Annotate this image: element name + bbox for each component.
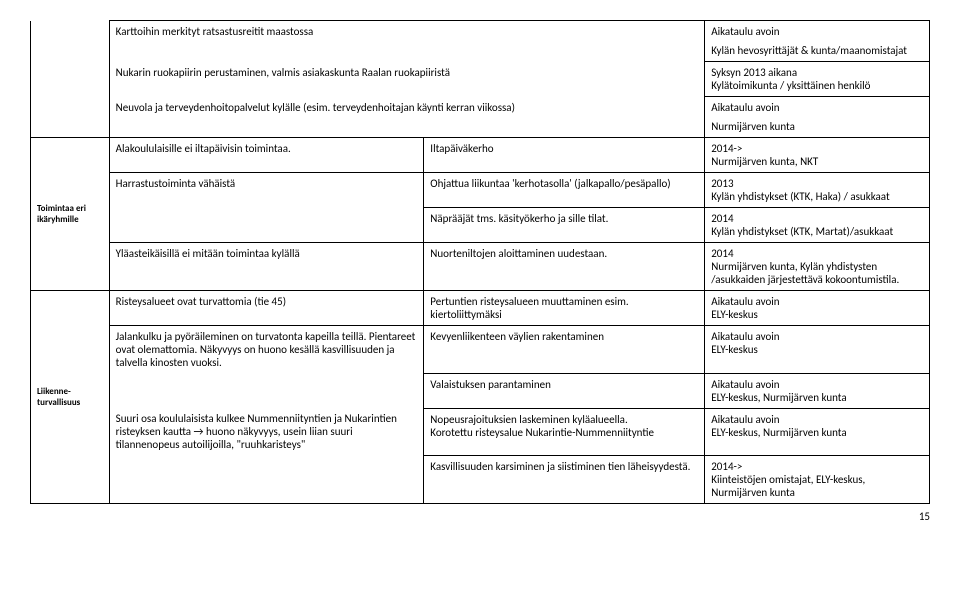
page-number: 15 <box>30 510 930 523</box>
cell <box>109 373 424 408</box>
cell: Suuri osa koululaisista kulkee Nummennii… <box>109 408 424 455</box>
plan-table: Karttoihin merkityt ratsastusreitit maas… <box>30 20 930 504</box>
table-row: Liikenne-turvallisuus Risteysalueet ovat… <box>31 291 930 326</box>
table-row: Karttoihin merkityt ratsastusreitit maas… <box>31 21 930 62</box>
cell: Karttoihin merkityt ratsastusreitit maas… <box>109 21 705 62</box>
cell: Neuvola ja terveydenhoitopalvelut kyläll… <box>109 97 705 138</box>
table-row: Toimintaa eri ikäryhmille Alakoululaisil… <box>31 138 930 173</box>
cell-text: Nurmijärven kunta <box>711 120 923 133</box>
cell: Nukarin ruokapiirin perustaminen, valmis… <box>109 62 705 97</box>
cell: 2014 Kylän yhdistykset (KTK, Martat)/asu… <box>705 208 930 243</box>
table-row: Harrastustoiminta vähäistä Ohjattua liik… <box>31 173 930 208</box>
cell-text: Aikataulu avoin <box>711 25 923 38</box>
cell: Harrastustoiminta vähäistä <box>109 173 424 208</box>
cell: Kasvillisuuden karsiminen ja siistiminen… <box>424 455 705 503</box>
section-label-empty <box>31 21 110 62</box>
cell: Valaistuksen parantaminen <box>424 373 705 408</box>
table-row: Näprääjät tms. käsityökerho ja sille til… <box>31 208 930 243</box>
cell: 2014-> Nurmijärven kunta, NKT <box>705 138 930 173</box>
cell: Kevyenliikenteen väylien rakentaminen <box>424 326 705 374</box>
section-label-empty <box>31 97 110 138</box>
cell: Jalankulku ja pyöräileminen on turvatont… <box>109 326 424 374</box>
cell: Aikataulu avoin ELY-keskus <box>705 291 930 326</box>
cell: Syksyn 2013 aikana Kylätoimikunta / yksi… <box>705 62 930 97</box>
section-label-age-groups: Toimintaa eri ikäryhmille <box>31 138 110 291</box>
cell: Pertuntien risteysalueen muuttaminen esi… <box>424 291 705 326</box>
table-row: Kasvillisuuden karsiminen ja siistiminen… <box>31 455 930 503</box>
table-row: Suuri osa koululaisista kulkee Nummennii… <box>31 408 930 455</box>
cell: Aikataulu avoin ELY-keskus, Nurmijärven … <box>705 373 930 408</box>
cell: Alakoululaisille ei iltapäivisin toimint… <box>109 138 424 173</box>
cell: Aikataulu avoin ELY-keskus <box>705 326 930 374</box>
table-row: Neuvola ja terveydenhoitopalvelut kyläll… <box>31 97 930 138</box>
cell-text: Kylän hevosyrittäjät & kunta/maanomistaj… <box>711 44 923 57</box>
table-row: Jalankulku ja pyöräileminen on turvatont… <box>31 326 930 374</box>
cell: 2014 Nurmijärven kunta, Kylän yhdistyste… <box>705 243 930 291</box>
table-row: Valaistuksen parantaminen Aikataulu avoi… <box>31 373 930 408</box>
section-label-traffic-safety: Liikenne-turvallisuus <box>31 291 110 504</box>
cell: Risteysalueet ovat turvattomia (tie 45) <box>109 291 424 326</box>
table-row: Nukarin ruokapiirin perustaminen, valmis… <box>31 62 930 97</box>
cell: Ohjattua liikuntaa 'kerhotasolla' (jalka… <box>424 173 705 208</box>
cell <box>109 208 424 243</box>
cell: 2014-> Kiinteistöjen omistajat, ELY-kesk… <box>705 455 930 503</box>
cell: Aikataulu avoin ELY-keskus, Nurmijärven … <box>705 408 930 455</box>
cell: Iltapäiväkerho <box>424 138 705 173</box>
cell: Näprääjät tms. käsityökerho ja sille til… <box>424 208 705 243</box>
cell: Aikataulu avoin Nurmijärven kunta <box>705 97 930 138</box>
cell: Nopeusrajoituksien laskeminen kyläalueel… <box>424 408 705 455</box>
cell: 2013 Kylän yhdistykset (KTK, Haka) / asu… <box>705 173 930 208</box>
cell-text: Aikataulu avoin <box>711 101 923 114</box>
cell: Yläasteikäisillä ei mitään toimintaa kyl… <box>109 243 424 291</box>
cell: Nuorteniltojen aloittaminen uudestaan. <box>424 243 705 291</box>
cell: Aikataulu avoin Kylän hevosyrittäjät & k… <box>705 21 930 62</box>
cell <box>109 455 424 503</box>
section-label-empty <box>31 62 110 97</box>
table-row: Yläasteikäisillä ei mitään toimintaa kyl… <box>31 243 930 291</box>
